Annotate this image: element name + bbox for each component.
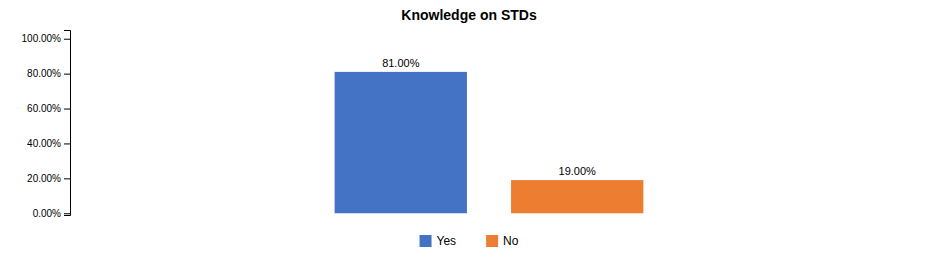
y-tick-mark bbox=[64, 143, 70, 144]
y-tick-mark bbox=[64, 39, 70, 40]
plot: 0.00% 20.00% 40.00% 60.00% 80.00% 100.00% 81.0… bbox=[22, 31, 644, 219]
data-labels: 81.00% 19.00% bbox=[382, 57, 596, 177]
y-tick-mark bbox=[64, 178, 70, 179]
bar bbox=[511, 180, 643, 213]
y-tick-label: 0.00% bbox=[33, 208, 61, 219]
bar bbox=[335, 72, 467, 213]
chart: 0.00% 20.00% 40.00% 60.00% 80.00% 100.00% 81.0… bbox=[0, 0, 938, 257]
data-label: 81.00% bbox=[382, 57, 420, 69]
y-tick: 100.00% bbox=[22, 33, 70, 44]
data-label: 19.00% bbox=[559, 165, 597, 177]
legend: Yes No bbox=[420, 234, 519, 248]
y-tick-label: 20.00% bbox=[27, 173, 61, 184]
legend-swatch bbox=[486, 235, 498, 247]
y-tick-mark bbox=[64, 74, 70, 75]
legend-label: Yes bbox=[437, 234, 457, 248]
y-tick: 80.00% bbox=[27, 68, 70, 79]
y-tick: 60.00% bbox=[27, 103, 70, 114]
legend-item: Yes bbox=[420, 234, 457, 248]
y-tick: 20.00% bbox=[27, 173, 70, 184]
y-axis-line bbox=[64, 31, 71, 216]
y-tick-mark bbox=[64, 109, 70, 110]
y-tick-mark bbox=[64, 213, 70, 214]
y-axis: 0.00% 20.00% 40.00% 60.00% 80.00% 100.00% bbox=[22, 31, 71, 219]
legend-swatch bbox=[420, 235, 432, 247]
title: Knowledge on STDs bbox=[401, 7, 537, 23]
y-tick-label: 100.00% bbox=[22, 33, 62, 44]
y-tick-label: 40.00% bbox=[27, 138, 61, 149]
legend-label: No bbox=[503, 234, 519, 248]
legend-item: No bbox=[486, 234, 519, 248]
bars bbox=[335, 72, 644, 213]
y-tick: 40.00% bbox=[27, 138, 70, 149]
y-tick: 0.00% bbox=[33, 208, 70, 219]
y-tick-label: 60.00% bbox=[27, 103, 61, 114]
y-tick-label: 80.00% bbox=[27, 68, 61, 79]
